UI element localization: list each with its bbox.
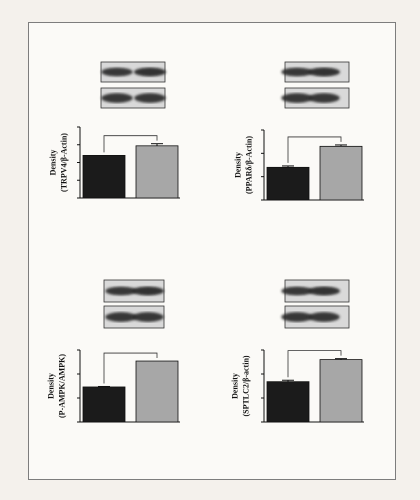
y-axis-title: Density (TRPV4/β-Actin) [49, 133, 69, 192]
blot-band [132, 286, 164, 296]
y-axis-title: Density (P-AMPK/AMPK) [47, 354, 67, 418]
bar-ctrl [82, 386, 126, 423]
blot-band [281, 67, 313, 77]
bar-ctrl [266, 166, 310, 201]
y-axis-title: Density (SPTLC2/β-actin) [231, 355, 251, 416]
y-axis-title-line: (SPTLC2/β-actin) [242, 355, 251, 416]
y-axis-title-line: Density [234, 152, 243, 178]
y-axis-title-line: Density [231, 373, 240, 399]
blot-band [101, 67, 133, 77]
blot-band [105, 312, 137, 322]
y-axis-title-line: (TRPV4/β-Actin) [60, 133, 69, 192]
blot-band [134, 67, 166, 77]
bar-ctrl [82, 154, 126, 199]
blot-band [308, 286, 340, 296]
bar-cqa [135, 360, 179, 423]
bar-cqa [135, 145, 179, 199]
y-axis-title-line: (P-AMPK/AMPK) [58, 354, 67, 418]
blot-band [132, 312, 164, 322]
blot-band [134, 93, 166, 103]
y-axis-title-line: Density [49, 150, 58, 176]
significance-bracket [287, 136, 342, 163]
blot-band [101, 93, 133, 103]
blot-band [308, 93, 340, 103]
blot-band [308, 67, 340, 77]
blot-band [281, 286, 313, 296]
blot-band [281, 93, 313, 103]
blot-band [105, 286, 137, 296]
y-axis-title-line: Density [47, 373, 56, 399]
y-axis-title-line: (PPARδ/β-Actin) [245, 136, 254, 194]
significance-bracket [287, 350, 342, 378]
significance-bracket [103, 352, 158, 384]
y-axis-title: Density (PPARδ/β-Actin) [234, 136, 254, 194]
significance-bracket [103, 135, 158, 153]
bar-cqa [319, 359, 363, 423]
blot-band [281, 312, 313, 322]
bar-ctrl [266, 381, 310, 423]
blot-band [308, 312, 340, 322]
bar-cqa [319, 145, 363, 201]
